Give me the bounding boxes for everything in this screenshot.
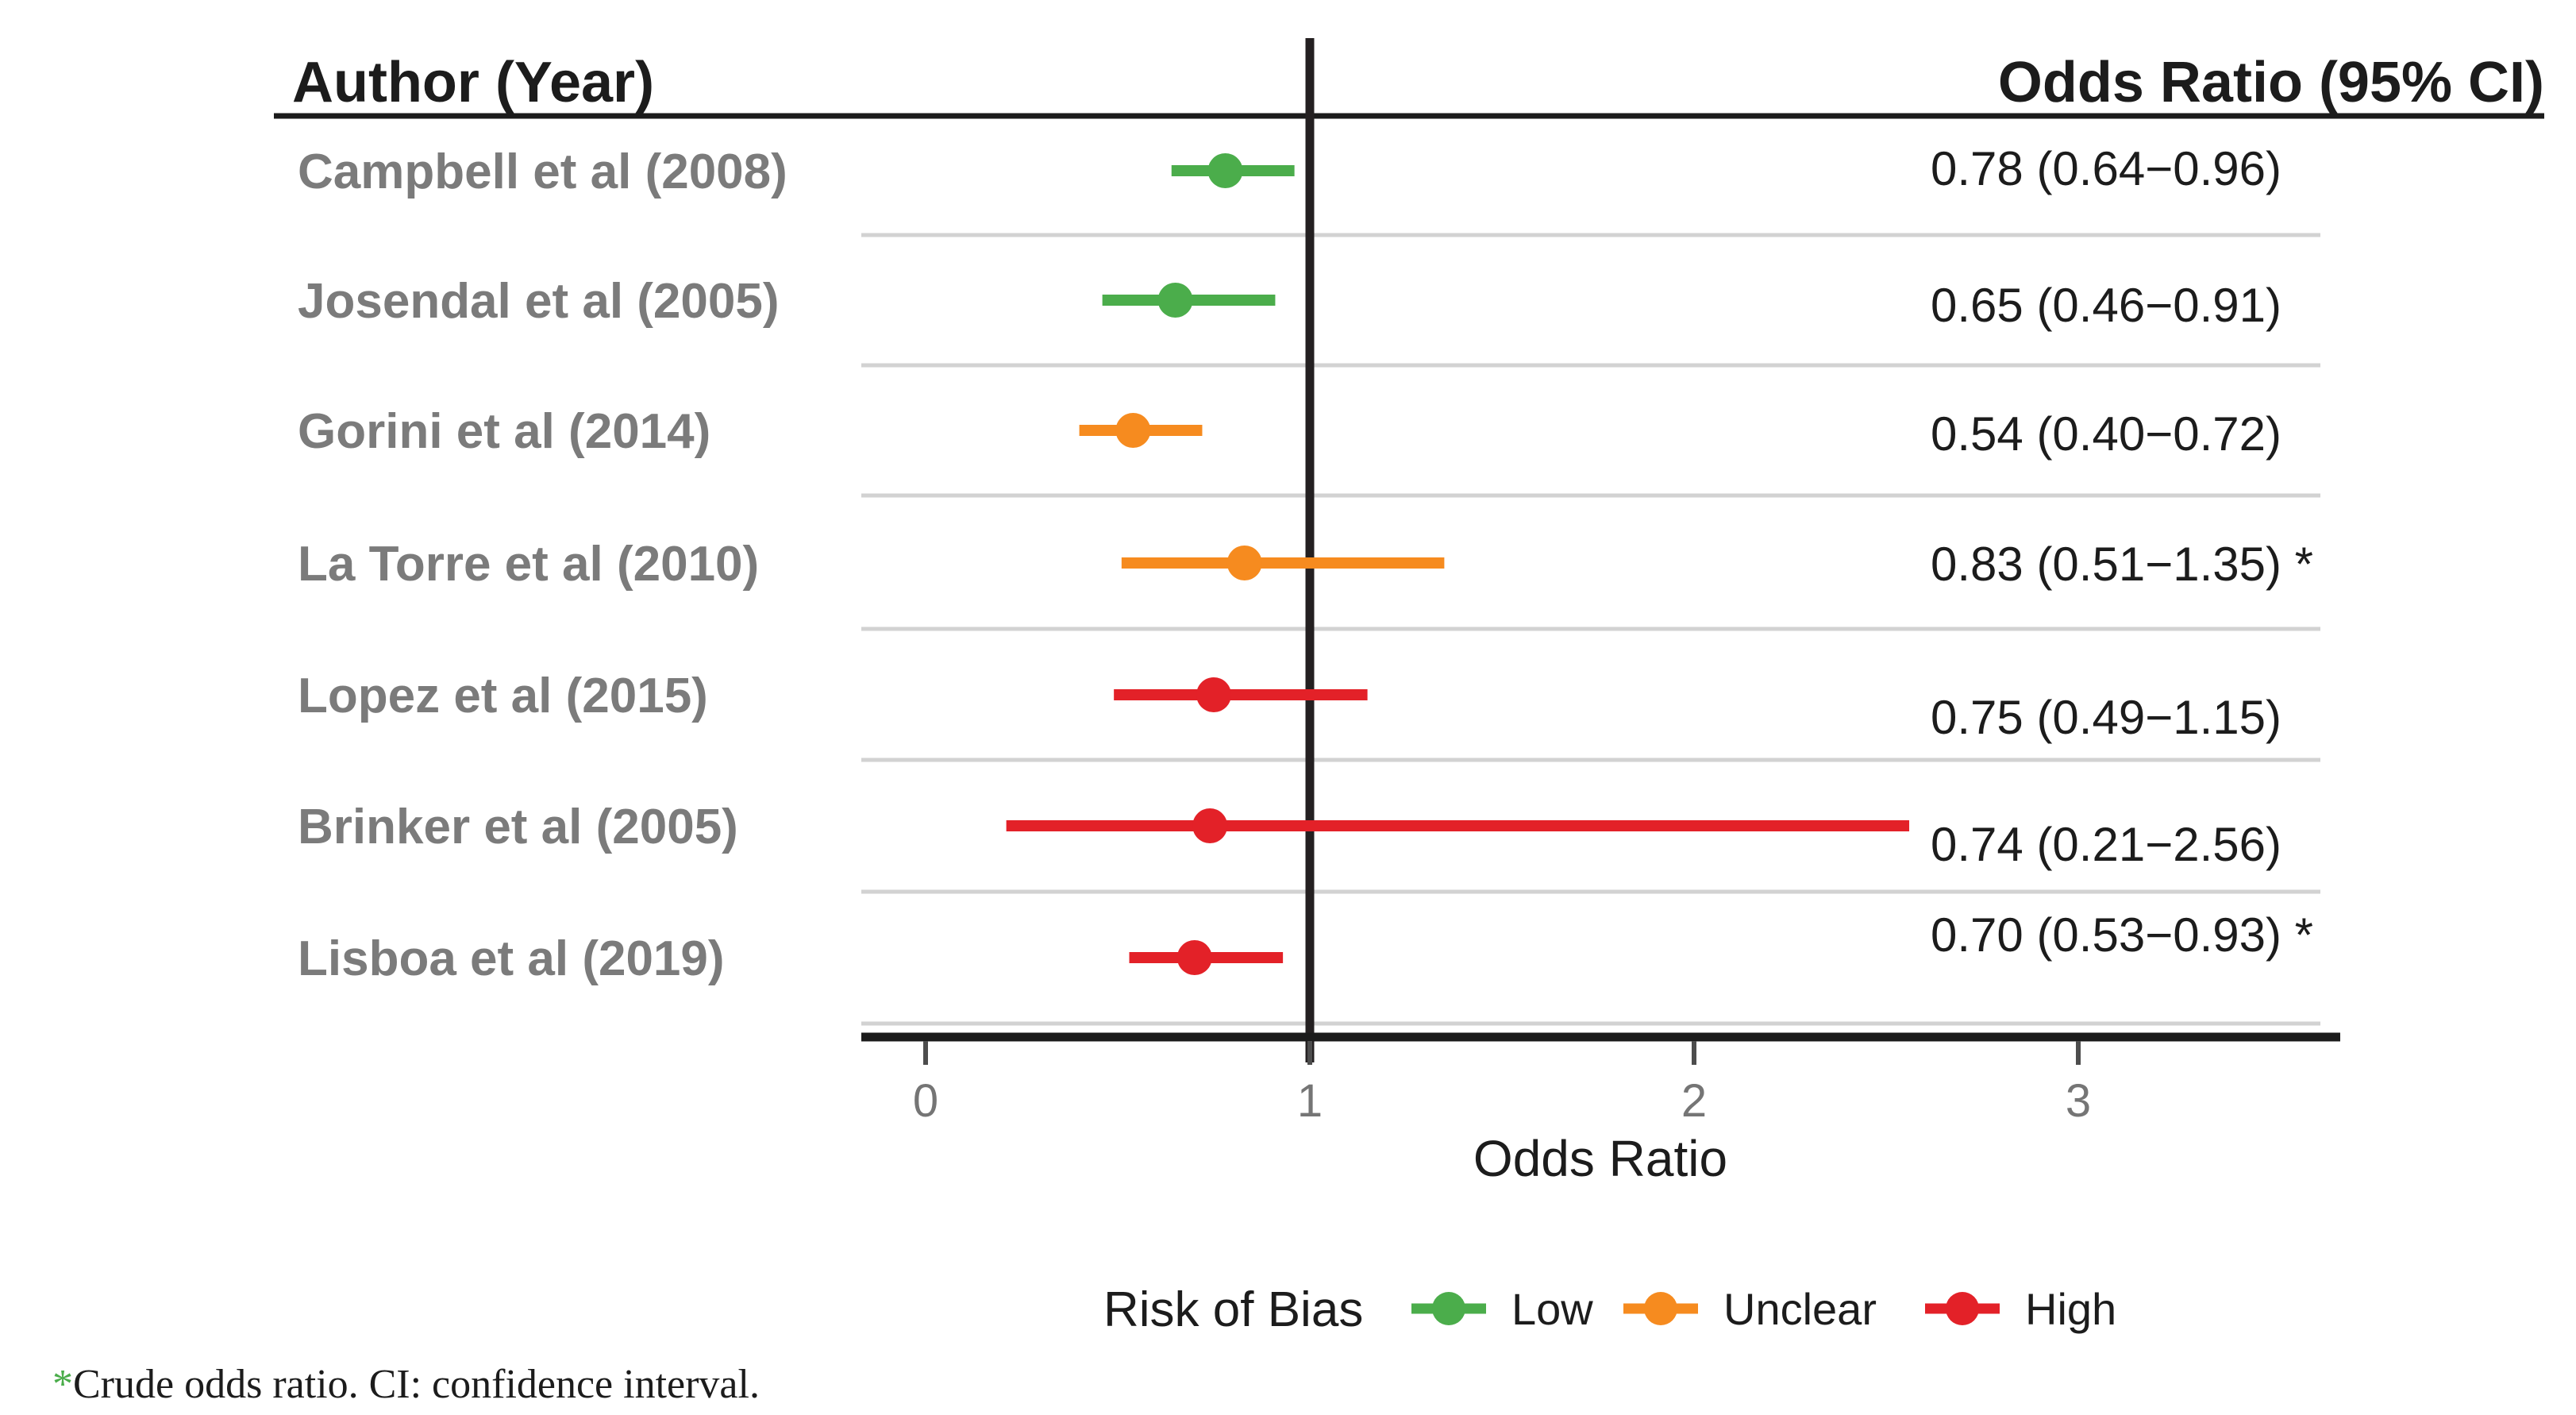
study-label: Lopez et al (2015) [298, 669, 708, 723]
or-value: 0.83 (0.51−1.35) * [1931, 538, 2313, 591]
footnote-asterisk: * [52, 1362, 73, 1407]
or-value: 0.75 (0.49−1.15) [1931, 691, 2281, 744]
study-label: Josendal et al (2005) [298, 274, 780, 329]
tick-label-2: 2 [1681, 1075, 1707, 1127]
or-dot [1115, 413, 1151, 448]
or-dot [1196, 677, 1231, 712]
study-row: Campbell et al (2008) 0.78 (0.64−0.96) [298, 142, 2281, 199]
study-label: Gorini et al (2014) [298, 404, 710, 459]
legend-key-high [1925, 1292, 2000, 1325]
column-header-odds-ratio: Odds Ratio (95% CI) [1998, 51, 2544, 114]
study-row: Gorini et al (2014) 0.54 (0.40−0.72) [298, 404, 2281, 461]
study-row: Lisboa et al (2019) 0.70 (0.53−0.93) * [298, 908, 2313, 986]
or-dot [1207, 153, 1243, 188]
or-dot [1192, 808, 1228, 843]
study-label: Lisboa et al (2019) [298, 931, 725, 986]
legend-key-dot [1432, 1292, 1465, 1325]
or-dot [1157, 283, 1193, 318]
tick-label-1: 1 [1297, 1075, 1323, 1127]
legend-label-low: Low [1511, 1284, 1593, 1334]
study-label: Brinker et al (2005) [298, 800, 738, 854]
legend-key-dot [1644, 1292, 1677, 1325]
tick-label-0: 0 [913, 1075, 938, 1127]
legend: Risk of Bias Low Unclear High [1103, 1282, 2116, 1337]
study-label: Campbell et al (2008) [298, 145, 787, 199]
row-separators [861, 233, 2320, 1026]
study-row: La Torre et al (2010) 0.83 (0.51−1.35) * [298, 537, 2313, 592]
legend-label-unclear: Unclear [1723, 1284, 1877, 1334]
study-row: Josendal et al (2005) 0.65 (0.46−0.91) [298, 274, 2281, 332]
column-header-author: Author (Year) [292, 51, 654, 114]
or-value: 0.74 (0.21−2.56) [1931, 818, 2281, 871]
footnote: *Crude odds ratio. CI: confidence interv… [52, 1362, 760, 1407]
or-value: 0.78 (0.64−0.96) [1931, 142, 2281, 195]
x-axis-title: Odds Ratio [1473, 1130, 1727, 1187]
legend-key-unclear [1623, 1292, 1698, 1325]
study-row: Lopez et al (2015) 0.75 (0.49−1.15) [298, 669, 2281, 744]
study-label: La Torre et al (2010) [298, 537, 759, 592]
study-row: Brinker et al (2005) 0.74 (0.21−2.56) [298, 800, 2281, 871]
legend-title: Risk of Bias [1103, 1282, 1363, 1337]
or-dot [1176, 940, 1212, 975]
footnote-text: Crude odds ratio. CI: confidence interva… [73, 1362, 760, 1407]
or-value: 0.54 (0.40−0.72) [1931, 407, 2281, 461]
tick-label-3: 3 [2066, 1075, 2091, 1127]
legend-label-high: High [2025, 1284, 2116, 1334]
x-axis-ticks [923, 1041, 2081, 1065]
legend-key-dot [1946, 1292, 1979, 1325]
or-dot [1226, 546, 1262, 580]
or-value: 0.65 (0.46−0.91) [1931, 279, 2281, 332]
legend-key-low [1411, 1292, 1486, 1325]
or-value: 0.70 (0.53−0.93) * [1931, 908, 2313, 962]
